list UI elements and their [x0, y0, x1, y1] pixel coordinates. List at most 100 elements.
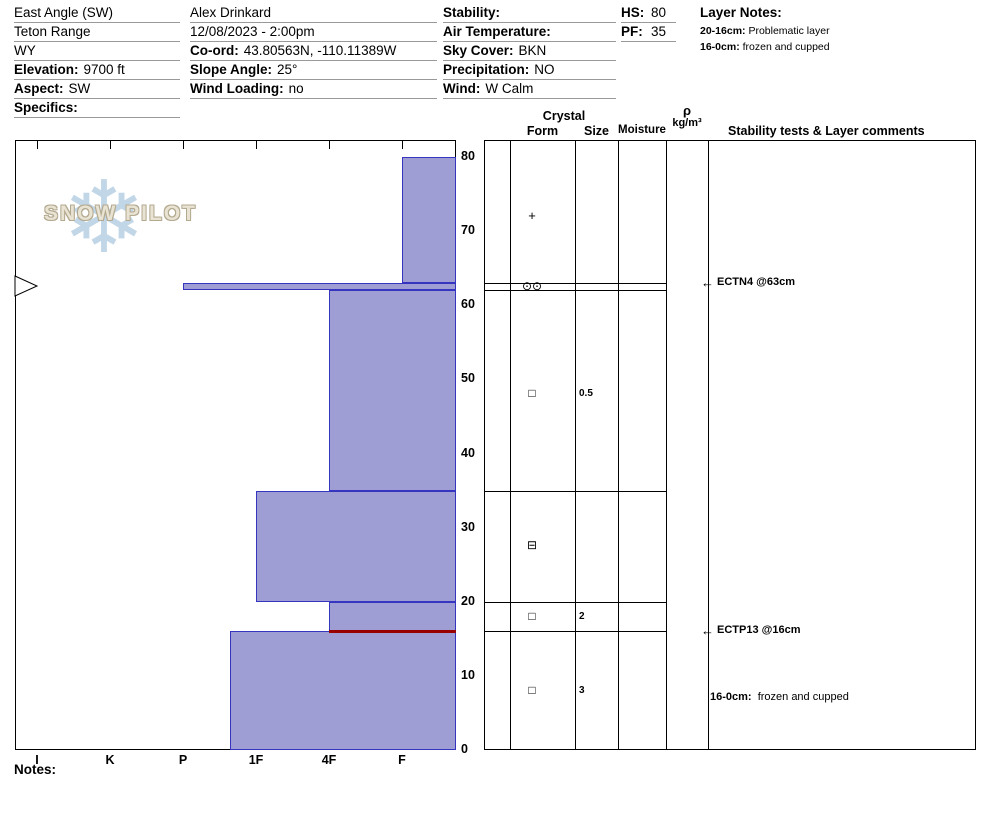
coord-value: 43.80563N, -110.11389W	[243, 43, 397, 58]
problem-layer-marker	[14, 274, 39, 297]
wind-value: W Calm	[485, 81, 534, 96]
wind-loading: Wind Loading: no	[190, 80, 437, 99]
hs-label: HS:	[621, 5, 645, 20]
layer-note: 20-16cm: Problematic layer	[700, 25, 990, 38]
table-layer-line	[484, 601, 666, 603]
site-name: East Angle (SW)	[14, 4, 180, 23]
layer-note-label: 16-0cm:	[700, 41, 740, 53]
header-observer-column: Alex Drinkard 12/08/2023 - 2:00pm Co-ord…	[190, 4, 437, 99]
grain-size-value: 0.5	[579, 388, 593, 400]
depth-axis-label: 70	[461, 223, 475, 238]
layer-comment-label: 16-0cm:	[710, 690, 752, 703]
pf-value: 35	[651, 24, 667, 39]
specifics-label: Specifics:	[14, 100, 78, 115]
slope-angle-value: 25°	[277, 62, 298, 77]
depth-axis-label: 40	[461, 445, 475, 460]
depth-axis-label: 80	[461, 149, 475, 163]
snow-layer-bar	[230, 631, 456, 750]
grain-size-value: 2	[579, 610, 585, 622]
hardness-tick	[402, 141, 403, 149]
grain-size-value: 3	[579, 684, 585, 696]
sky-cover: Sky Cover: BKN	[443, 42, 616, 61]
layer-note-label: 20-16cm:	[700, 25, 746, 37]
header-conditions-column: Stability: Air Temperature: Sky Cover: BK…	[443, 4, 616, 99]
form-column-header: Form	[526, 124, 559, 138]
grain-form-symbol: +	[528, 208, 536, 224]
table-column-divider	[575, 140, 576, 750]
aspect-value: SW	[68, 81, 91, 96]
layer-note-text: Problematic layer	[748, 25, 830, 37]
pit-foot: PF: 35	[621, 23, 676, 42]
table-layer-line	[484, 631, 666, 633]
failure-plane-line	[329, 630, 456, 634]
hardness-axis-label: P	[178, 753, 188, 767]
precip-label: Precipitation:	[443, 62, 530, 77]
hardness-axis-label: 1F	[248, 753, 264, 767]
depth-axis-label: 60	[461, 297, 475, 312]
layer-note-text: frozen and cupped	[742, 41, 830, 53]
air-temperature: Air Temperature:	[443, 23, 616, 42]
hardness-tick	[37, 141, 38, 149]
moisture-column-header: Moisture	[618, 124, 666, 136]
stability-test-row: ← ECTP13 @16cm	[701, 623, 801, 638]
depth-axis-label: 0	[461, 742, 468, 756]
layer-notes-title: Layer Notes:	[700, 5, 782, 20]
table-column-divider	[510, 140, 511, 750]
depth-axis-label: 50	[461, 371, 475, 386]
snow-layer-bar	[183, 283, 456, 291]
header-layer-notes-column: Layer Notes: 20-16cm: Problematic layer …	[700, 4, 990, 54]
hardness-axis-label: K	[105, 753, 115, 767]
site-state: WY	[14, 42, 180, 61]
hardness-tick	[110, 141, 111, 149]
snowflake-icon: ❄	[62, 159, 146, 276]
pf-label: PF:	[621, 24, 643, 39]
sky-cover-label: Sky Cover:	[443, 43, 514, 58]
wind: Wind: W Calm	[443, 80, 616, 99]
hardness-tick	[183, 141, 184, 149]
stability-label: Stability:	[443, 5, 501, 20]
depth-axis-label: 30	[461, 519, 475, 534]
precipitation: Precipitation: NO	[443, 61, 616, 80]
hardness-tick	[256, 141, 257, 149]
total-height: HS: 80	[621, 4, 676, 23]
grain-form-symbol: □	[528, 682, 536, 697]
observation-datetime: 12/08/2023 - 2:00pm	[190, 23, 437, 42]
hs-value: 80	[651, 5, 667, 20]
comments-column-header: Stability tests & Layer comments	[728, 124, 925, 138]
table-layer-line	[484, 290, 666, 292]
site-aspect: Aspect: SW	[14, 80, 180, 99]
air-temp-label: Air Temperature:	[443, 24, 551, 39]
sky-cover-value: BKN	[518, 43, 547, 58]
layer-comment: 16-0cm: frozen and cupped	[710, 690, 849, 704]
grain-form-symbol: □	[528, 608, 536, 623]
snow-layer-bar	[329, 290, 456, 491]
site-elevation: Elevation: 9700 ft	[14, 61, 180, 80]
snowpilot-logo-text: SNOW PILOT	[44, 202, 197, 225]
hardness-axis-label: 4F	[321, 753, 337, 767]
grain-form-symbol: □	[528, 386, 536, 401]
layer-note: 16-0cm: frozen and cupped	[700, 41, 990, 54]
depth-axis-label: 20	[461, 593, 475, 608]
elevation-value: 9700 ft	[83, 62, 125, 77]
grain-form-symbol: ⊙⊙	[521, 278, 543, 293]
wind-loading-value: no	[288, 81, 304, 96]
hardness-axis-label: F	[398, 753, 406, 767]
snow-layer-bar	[329, 601, 456, 632]
grain-form-symbol: ⊟	[526, 538, 538, 553]
stability: Stability:	[443, 4, 616, 23]
test-arrow-icon: ←	[701, 275, 714, 290]
hardness-tick	[329, 141, 330, 149]
table-column-divider	[618, 140, 619, 750]
slope-angle-label: Slope Angle:	[190, 62, 273, 77]
test-arrow-icon: ←	[701, 623, 714, 639]
density-unit-label: kg/m³	[672, 117, 702, 129]
coordinates: Co-ord: 43.80563N, -110.11389W	[190, 42, 437, 61]
table-layer-line	[484, 490, 666, 492]
hardness-axis-label: I	[35, 753, 39, 767]
table-layer-line	[484, 283, 666, 284]
aspect-label: Aspect:	[14, 81, 64, 96]
depth-axis-label: 10	[461, 667, 475, 682]
stability-test-row: ← ECTN4 @63cm	[701, 275, 795, 290]
